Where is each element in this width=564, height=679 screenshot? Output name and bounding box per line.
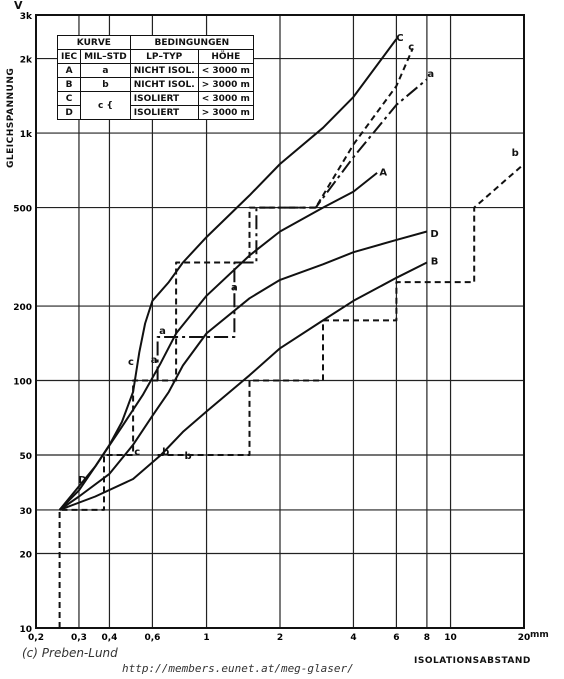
x-tick-label: 0,3: [71, 633, 87, 643]
x-tick-label: 0,4: [101, 633, 117, 643]
legend-lp: ISOLIERT: [129, 105, 199, 120]
legend-lp: NICHT ISOL.: [129, 77, 199, 92]
y-tick-label: 1k: [20, 130, 33, 140]
plot-frame: [35, 14, 525, 629]
y-axis-title-wrap: GLEICHSPANNUNG: [6, 18, 20, 168]
y-tick-label: 3k: [20, 12, 33, 22]
curve-label: A: [379, 167, 387, 178]
legend-col-hoehe: HÖHE: [197, 49, 254, 64]
legend-row: A a NICHT ISOL. < 3000 m: [56, 63, 254, 78]
series-line-D: [59, 230, 428, 511]
y-tick-label: 100: [13, 378, 32, 388]
legend-row: D ISOLIERT > 3000 m: [56, 105, 254, 120]
credit-url: http://members.eunet.at/meg-glaser/: [122, 662, 354, 675]
legend-header-curve: KURVE: [57, 35, 131, 50]
curve-label: c: [408, 42, 414, 53]
x-tick-label: 20: [518, 633, 531, 643]
x-tick-label: 8: [424, 633, 430, 643]
legend-col-iec: IEC: [56, 49, 82, 64]
y-tick-label: 2k: [20, 56, 33, 66]
y-axis-title: GLEICHSPANNUNG: [6, 67, 16, 168]
y-unit-label: V: [14, 0, 23, 12]
legend-hoehe: > 3000 m: [197, 77, 254, 92]
y-tick-label: 10: [19, 625, 32, 635]
series-line-c: [58, 47, 414, 628]
y-tick-label: 20: [19, 551, 32, 561]
legend-hoehe: < 3000 m: [197, 91, 254, 106]
legend-iec: B: [56, 77, 82, 92]
legend-lp: NICHT ISOL.: [129, 63, 199, 78]
x-tick-label: 4: [350, 633, 356, 643]
curve-label: a: [231, 282, 238, 293]
legend-hoehe: > 3000 m: [197, 105, 254, 120]
curve-label: b: [184, 451, 191, 462]
y-tick-label: 30: [19, 507, 32, 517]
legend-row: B b NICHT ISOL. > 3000 m: [56, 77, 254, 92]
x-axis-title: ISOLATIONSABSTAND: [414, 656, 531, 666]
legend-header-conditions: BEDINGUNGEN: [129, 35, 254, 50]
y-tick-label: 50: [19, 452, 32, 462]
series-line-B: [59, 261, 428, 511]
y-tick-label: 200: [13, 303, 32, 313]
x-tick-label: 6: [393, 633, 399, 643]
curve-label: C: [396, 33, 403, 44]
legend-iec: D: [56, 105, 82, 120]
series-line-A: [58, 172, 378, 511]
y-tick-label: 500: [13, 205, 32, 215]
x-unit-label: mm: [530, 630, 549, 640]
legend-hoehe: < 3000 m: [197, 63, 254, 78]
curve-label: B: [431, 257, 439, 268]
legend-lp: ISOLIERT: [129, 91, 199, 106]
legend-col-milstd: MIL–STD: [80, 49, 131, 64]
legend-mil: c {: [80, 91, 131, 120]
x-tick-label: 2: [277, 633, 283, 643]
credit-text: (c) Preben-Lund: [22, 646, 118, 660]
legend-col-lptyp: LP–TYP: [129, 49, 199, 64]
x-tick-label: 10: [444, 633, 457, 643]
curve-label: a: [159, 326, 166, 337]
series-line-C: [58, 38, 398, 511]
legend-table: KURVE BEDINGUNGEN IEC MIL–STD LP–TYP HÖH…: [56, 35, 254, 120]
curve-label: c: [128, 357, 134, 368]
legend-iec: C: [56, 91, 82, 106]
curve-label: b: [512, 148, 519, 159]
curve-label: a: [151, 355, 158, 366]
curve-label: D: [430, 229, 438, 240]
legend-iec: A: [56, 63, 82, 78]
x-tick-label: 1: [203, 633, 209, 643]
curve-label: b: [162, 447, 169, 458]
x-tick-label: 0,6: [144, 633, 160, 643]
curve-label: c: [134, 447, 140, 458]
legend-row: C c { ISOLIERT < 3000 m: [56, 91, 254, 120]
series-line-a: [156, 78, 428, 381]
legend-mil: b: [80, 77, 131, 92]
curve-label: D: [78, 475, 86, 486]
curve-label: a: [427, 69, 434, 80]
legend-mil: a: [80, 63, 131, 78]
x-tick-label: 0,2: [28, 633, 44, 643]
